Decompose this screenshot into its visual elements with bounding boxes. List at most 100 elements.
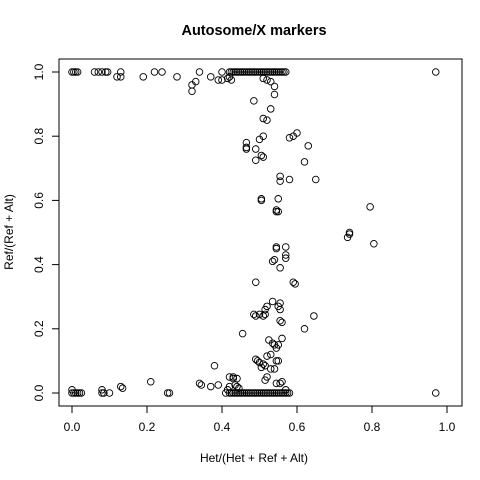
data-point <box>73 389 82 397</box>
data-point <box>366 203 374 211</box>
data-point <box>251 145 260 153</box>
data-point <box>265 68 273 76</box>
data-point <box>267 105 275 113</box>
data-point <box>280 389 288 397</box>
data-point <box>259 74 268 83</box>
data-point <box>118 384 127 392</box>
data-point <box>229 68 237 76</box>
data-point <box>261 389 269 397</box>
data-point <box>272 379 281 388</box>
data-point <box>70 68 78 76</box>
data-point <box>283 389 292 397</box>
data-point <box>250 97 258 105</box>
data-point <box>255 389 264 397</box>
data-point <box>343 233 352 242</box>
data-point <box>263 352 271 360</box>
data-point <box>282 389 290 397</box>
data-point <box>268 297 277 306</box>
data-point <box>218 76 226 84</box>
data-point <box>225 68 234 76</box>
data-point <box>310 312 318 320</box>
data-point <box>229 389 237 397</box>
data-point <box>229 373 237 381</box>
data-point <box>233 68 241 76</box>
data-point <box>98 389 106 397</box>
data-point <box>261 376 269 384</box>
data-point <box>71 68 80 76</box>
data-point <box>233 382 241 391</box>
data-point <box>246 68 254 76</box>
data-point <box>282 243 290 251</box>
data-point <box>218 68 226 76</box>
data-point <box>191 77 200 86</box>
data-point <box>278 318 286 327</box>
data-point <box>225 389 234 397</box>
data-point <box>71 389 80 397</box>
data-point <box>276 68 284 76</box>
data-point <box>253 68 262 76</box>
data-point <box>90 68 99 76</box>
data-point <box>300 325 309 333</box>
data-point <box>259 132 268 140</box>
data-point <box>113 73 121 81</box>
data-point <box>257 363 266 372</box>
data-point <box>206 73 215 81</box>
data-point <box>291 280 299 288</box>
data-point <box>235 68 243 76</box>
data-point <box>250 68 258 76</box>
data-point <box>94 68 102 76</box>
y-tick-label: 0.8 <box>32 128 46 145</box>
data-point <box>263 116 271 124</box>
data-point <box>265 389 273 397</box>
data-point <box>210 361 219 370</box>
data-point <box>242 68 251 76</box>
x-tick-label: 0.6 <box>289 420 306 434</box>
data-point <box>270 389 279 397</box>
data-point <box>276 264 284 272</box>
data-point <box>139 73 147 81</box>
data-point <box>165 389 174 397</box>
data-point <box>274 389 283 397</box>
data-point <box>116 68 125 76</box>
data-points <box>68 68 440 397</box>
data-point <box>261 361 269 370</box>
data-point <box>261 310 269 319</box>
data-point <box>272 389 281 397</box>
x-tick-label: 1.0 <box>439 420 456 434</box>
data-point <box>235 384 243 392</box>
data-point <box>100 389 108 397</box>
data-point <box>259 153 268 161</box>
data-point <box>257 196 266 205</box>
data-point <box>257 195 266 203</box>
data-point <box>259 389 268 397</box>
data-point <box>101 68 110 76</box>
chart-title: Autosome/X markers <box>181 23 326 39</box>
data-point <box>98 68 106 76</box>
data-point <box>225 373 234 381</box>
data-point <box>432 389 440 397</box>
data-point <box>272 344 281 352</box>
data-point <box>255 310 264 319</box>
data-point <box>227 68 236 76</box>
y-tick-label: 0.6 <box>32 192 46 209</box>
data-point <box>282 251 290 259</box>
data-point <box>240 68 249 76</box>
data-point <box>257 389 266 397</box>
data-point <box>214 381 222 389</box>
data-point <box>251 278 260 287</box>
data-point <box>233 374 241 383</box>
y-axis: 0.0 0.2 0.4 0.6 0.8 1.0 <box>32 63 60 401</box>
data-point <box>68 68 76 76</box>
data-point <box>274 68 283 76</box>
data-point <box>242 143 251 152</box>
data-point <box>285 175 294 184</box>
data-point <box>276 305 284 314</box>
data-point <box>257 151 266 160</box>
data-point <box>188 87 196 96</box>
data-point <box>227 389 236 397</box>
y-tick-label: 0.4 <box>32 256 46 273</box>
data-point <box>282 68 290 76</box>
data-point <box>236 68 245 76</box>
data-point <box>238 329 247 338</box>
data-point <box>268 339 277 347</box>
